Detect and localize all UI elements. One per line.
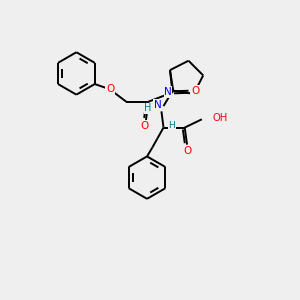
Text: O: O <box>140 121 148 131</box>
Text: OH: OH <box>212 113 227 123</box>
Text: N: N <box>164 87 172 97</box>
Text: H: H <box>144 103 152 113</box>
Text: H: H <box>168 121 175 130</box>
Text: O: O <box>191 86 199 96</box>
Text: N: N <box>154 100 161 110</box>
Text: O: O <box>183 146 191 156</box>
Text: O: O <box>106 84 114 94</box>
